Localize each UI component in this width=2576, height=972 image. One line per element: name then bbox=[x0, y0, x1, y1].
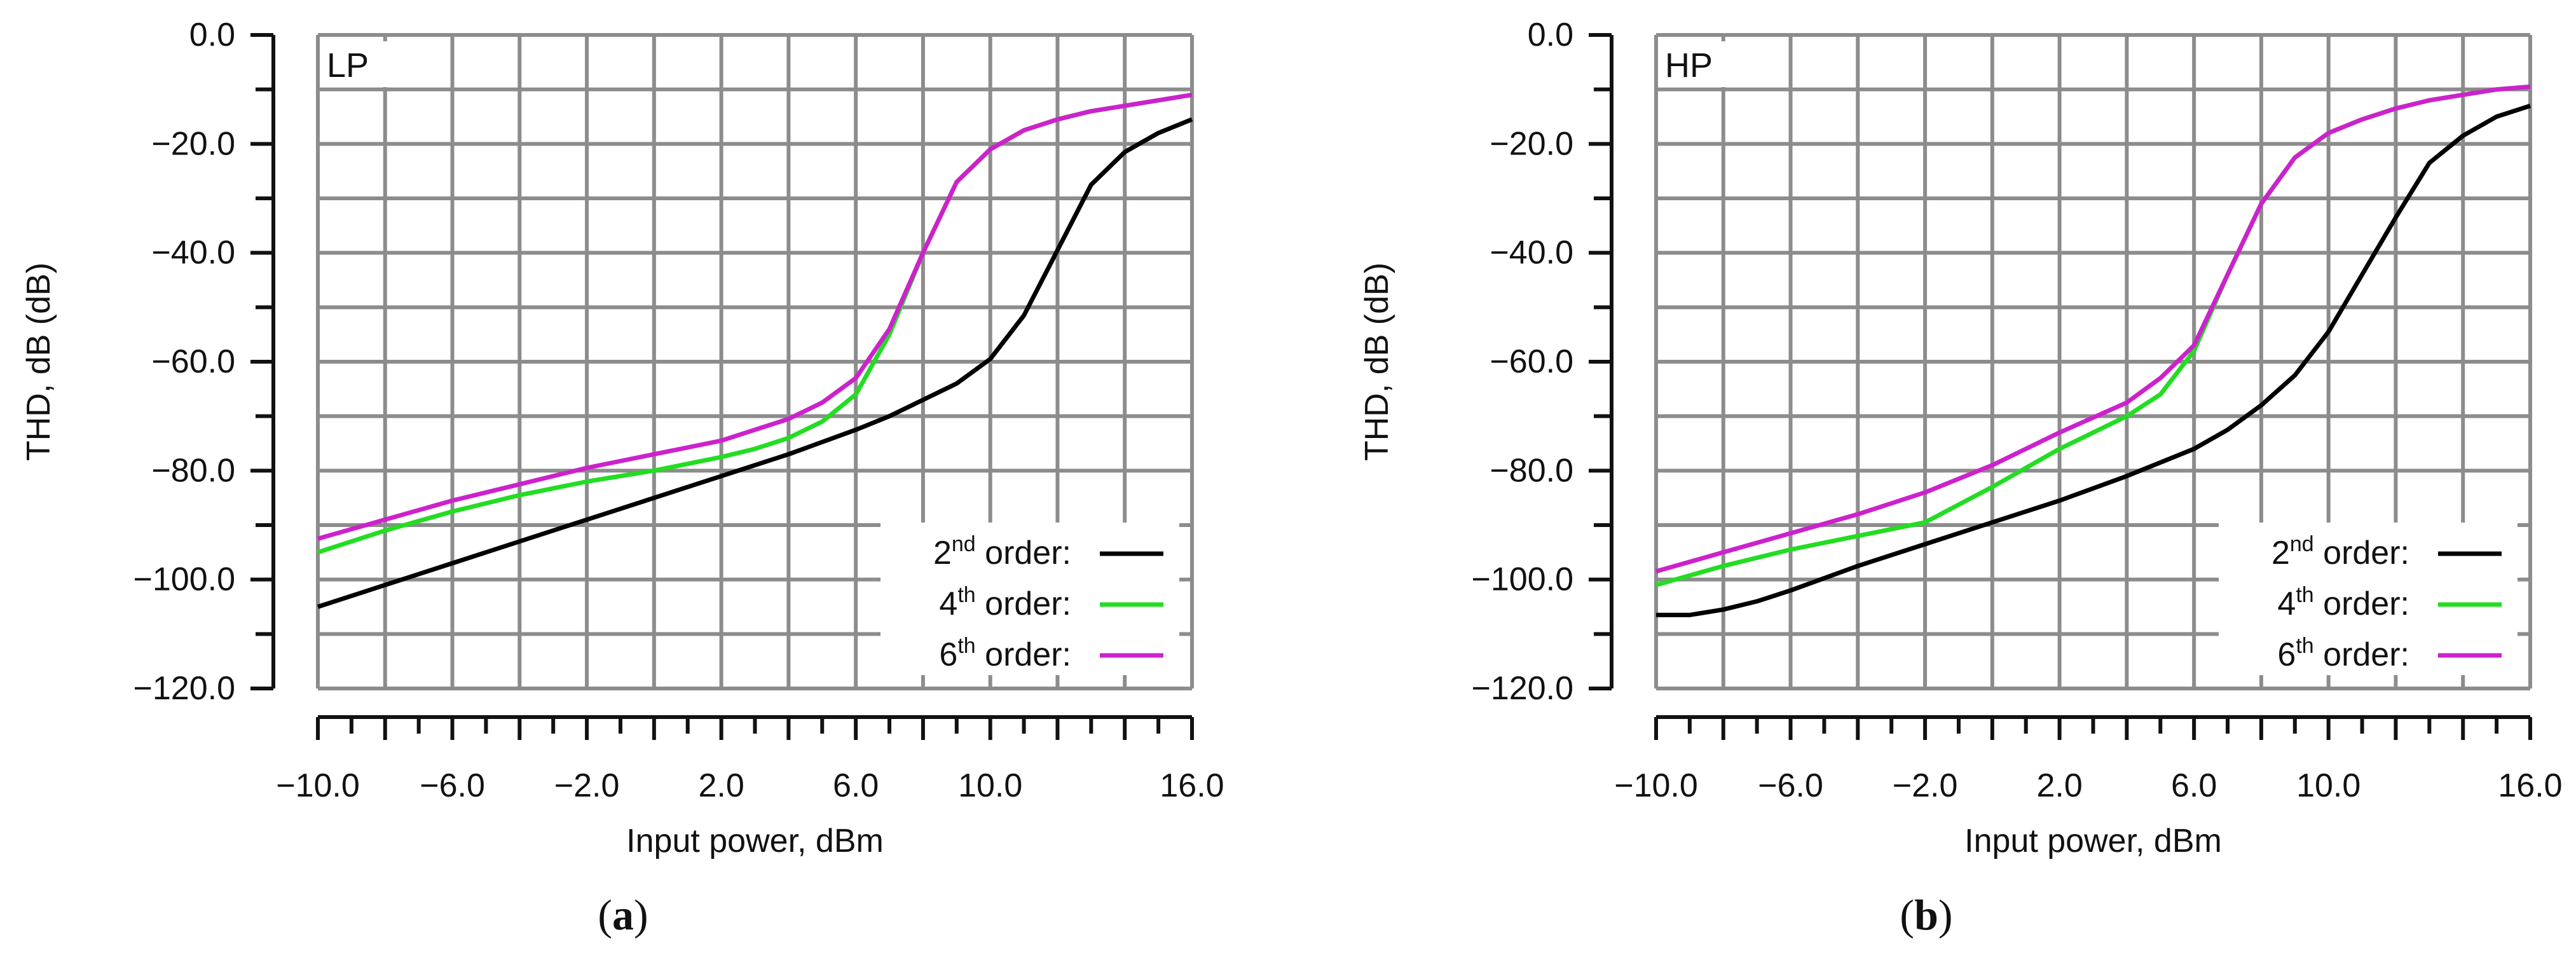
panel-label: HP bbox=[1661, 41, 1726, 87]
series-line-6th-order bbox=[317, 92, 1193, 541]
legend-bg bbox=[880, 523, 1179, 675]
legend-label: 4th order: bbox=[939, 583, 1071, 622]
x-tick-label: −2.0 bbox=[554, 767, 620, 804]
y-tick-label: −20.0 bbox=[151, 125, 235, 162]
legend-label: 6th order: bbox=[2277, 634, 2409, 673]
y-tick-label: −120.0 bbox=[134, 670, 236, 707]
grid bbox=[316, 33, 1194, 690]
x-tick-label: 2.0 bbox=[698, 767, 744, 804]
y-tick-label: −40.0 bbox=[1490, 235, 1573, 271]
y-tick-label: −20.0 bbox=[1490, 125, 1573, 162]
y-tick-label: −60.0 bbox=[1490, 343, 1573, 380]
panel-caption-b: (b) bbox=[1900, 891, 1953, 939]
legend-item-6th: 6th order: bbox=[2277, 634, 2502, 673]
x-axis: −10.0 −6.0 −2.0 2.0 6.0 10.0 16.0 Input power, … bbox=[1614, 715, 2563, 859]
series bbox=[317, 92, 1193, 609]
x-tick-label: 10.0 bbox=[2296, 767, 2360, 804]
x-axis-label: Input power, dBm bbox=[1964, 823, 2222, 859]
panel-label-bg bbox=[323, 41, 388, 87]
legend-label: 2nd order: bbox=[2271, 532, 2409, 572]
legend-item-2nd: 2nd order: bbox=[933, 532, 1163, 572]
legend-item-2nd: 2nd order: bbox=[2271, 532, 2502, 572]
x-axis-label: Input power, dBm bbox=[626, 823, 884, 859]
legend-label: 6th order: bbox=[939, 634, 1071, 673]
legend: 2nd order: 4th order: 6th order: bbox=[880, 523, 1179, 675]
legend-label: 4th order: bbox=[2277, 583, 2409, 622]
x-tick-label: 16.0 bbox=[2498, 767, 2562, 804]
y-tick-label: −120.0 bbox=[1472, 670, 1574, 707]
panel-label-bg bbox=[1661, 41, 1726, 87]
x-tick-label: 6.0 bbox=[2171, 767, 2217, 804]
y-tick-label: −40.0 bbox=[151, 235, 235, 271]
legend-item-6th: 6th order: bbox=[939, 634, 1163, 673]
y-tick-label: −100.0 bbox=[1472, 561, 1574, 598]
series-line-4th-order bbox=[1655, 84, 2531, 587]
y-tick-label: −80.0 bbox=[151, 452, 235, 489]
y-axis-label: THD, dB (dB) bbox=[1359, 263, 1395, 461]
panel-label-text: LP bbox=[327, 46, 369, 85]
y-tick-label: −60.0 bbox=[151, 343, 235, 380]
x-tick-label: −2.0 bbox=[1893, 767, 1958, 804]
x-tick-label: 2.0 bbox=[2036, 767, 2082, 804]
legend-item-4th: 4th order: bbox=[939, 583, 1163, 622]
x-tick-label: −10.0 bbox=[1614, 767, 1698, 804]
x-tick-label: 16.0 bbox=[1160, 767, 1224, 804]
y-axis-label: THD, dB (dB) bbox=[20, 263, 57, 461]
y-axis: 0.0 −20.0 −40.0 −60.0 −80.0 −100.0 −120.0 THD, … bbox=[20, 17, 275, 707]
panel-label: LP bbox=[323, 41, 388, 87]
legend-label: 2nd order: bbox=[933, 532, 1071, 572]
chart-panel-hp: 0.0 −20.0 −40.0 −60.0 −80.0 −100.0 −120.0 THD, … bbox=[1359, 17, 2563, 859]
y-axis: 0.0 −20.0 −40.0 −60.0 −80.0 −100.0 −120.0 THD, … bbox=[1359, 17, 1613, 707]
legend-item-4th: 4th order: bbox=[2277, 583, 2502, 622]
x-tick-label: −6.0 bbox=[1758, 767, 1823, 804]
x-tick-label: 6.0 bbox=[833, 767, 879, 804]
y-tick-label: −80.0 bbox=[1490, 452, 1573, 489]
grid bbox=[1654, 33, 2532, 690]
series-line-6th-order bbox=[1655, 84, 2531, 574]
legend: 2nd order: 4th order: 6th order: bbox=[2219, 523, 2518, 675]
series-line-2nd-order bbox=[1656, 104, 2531, 617]
x-tick-label: −6.0 bbox=[420, 767, 485, 804]
legend-bg bbox=[2219, 523, 2518, 675]
panel-caption-a: (a) bbox=[598, 891, 648, 939]
x-tick-label: −10.0 bbox=[276, 767, 360, 804]
panel-label-text: HP bbox=[1665, 46, 1713, 85]
series-line-2nd-order bbox=[317, 117, 1193, 609]
y-tick-label: 0.0 bbox=[189, 17, 235, 53]
y-tick-label: −100.0 bbox=[134, 561, 236, 598]
y-tick-label: 0.0 bbox=[1528, 17, 1573, 53]
x-axis: −10.0 −6.0 −2.0 2.0 6.0 10.0 16.0 Input power, … bbox=[276, 715, 1224, 859]
x-tick-label: 10.0 bbox=[958, 767, 1022, 804]
chart-panel-lp: 0.0 −20.0 −40.0 −60.0 −80.0 −100.0 −120.0 THD, … bbox=[20, 17, 1224, 859]
series-line-4th-order bbox=[317, 92, 1193, 555]
series bbox=[1655, 84, 2531, 617]
